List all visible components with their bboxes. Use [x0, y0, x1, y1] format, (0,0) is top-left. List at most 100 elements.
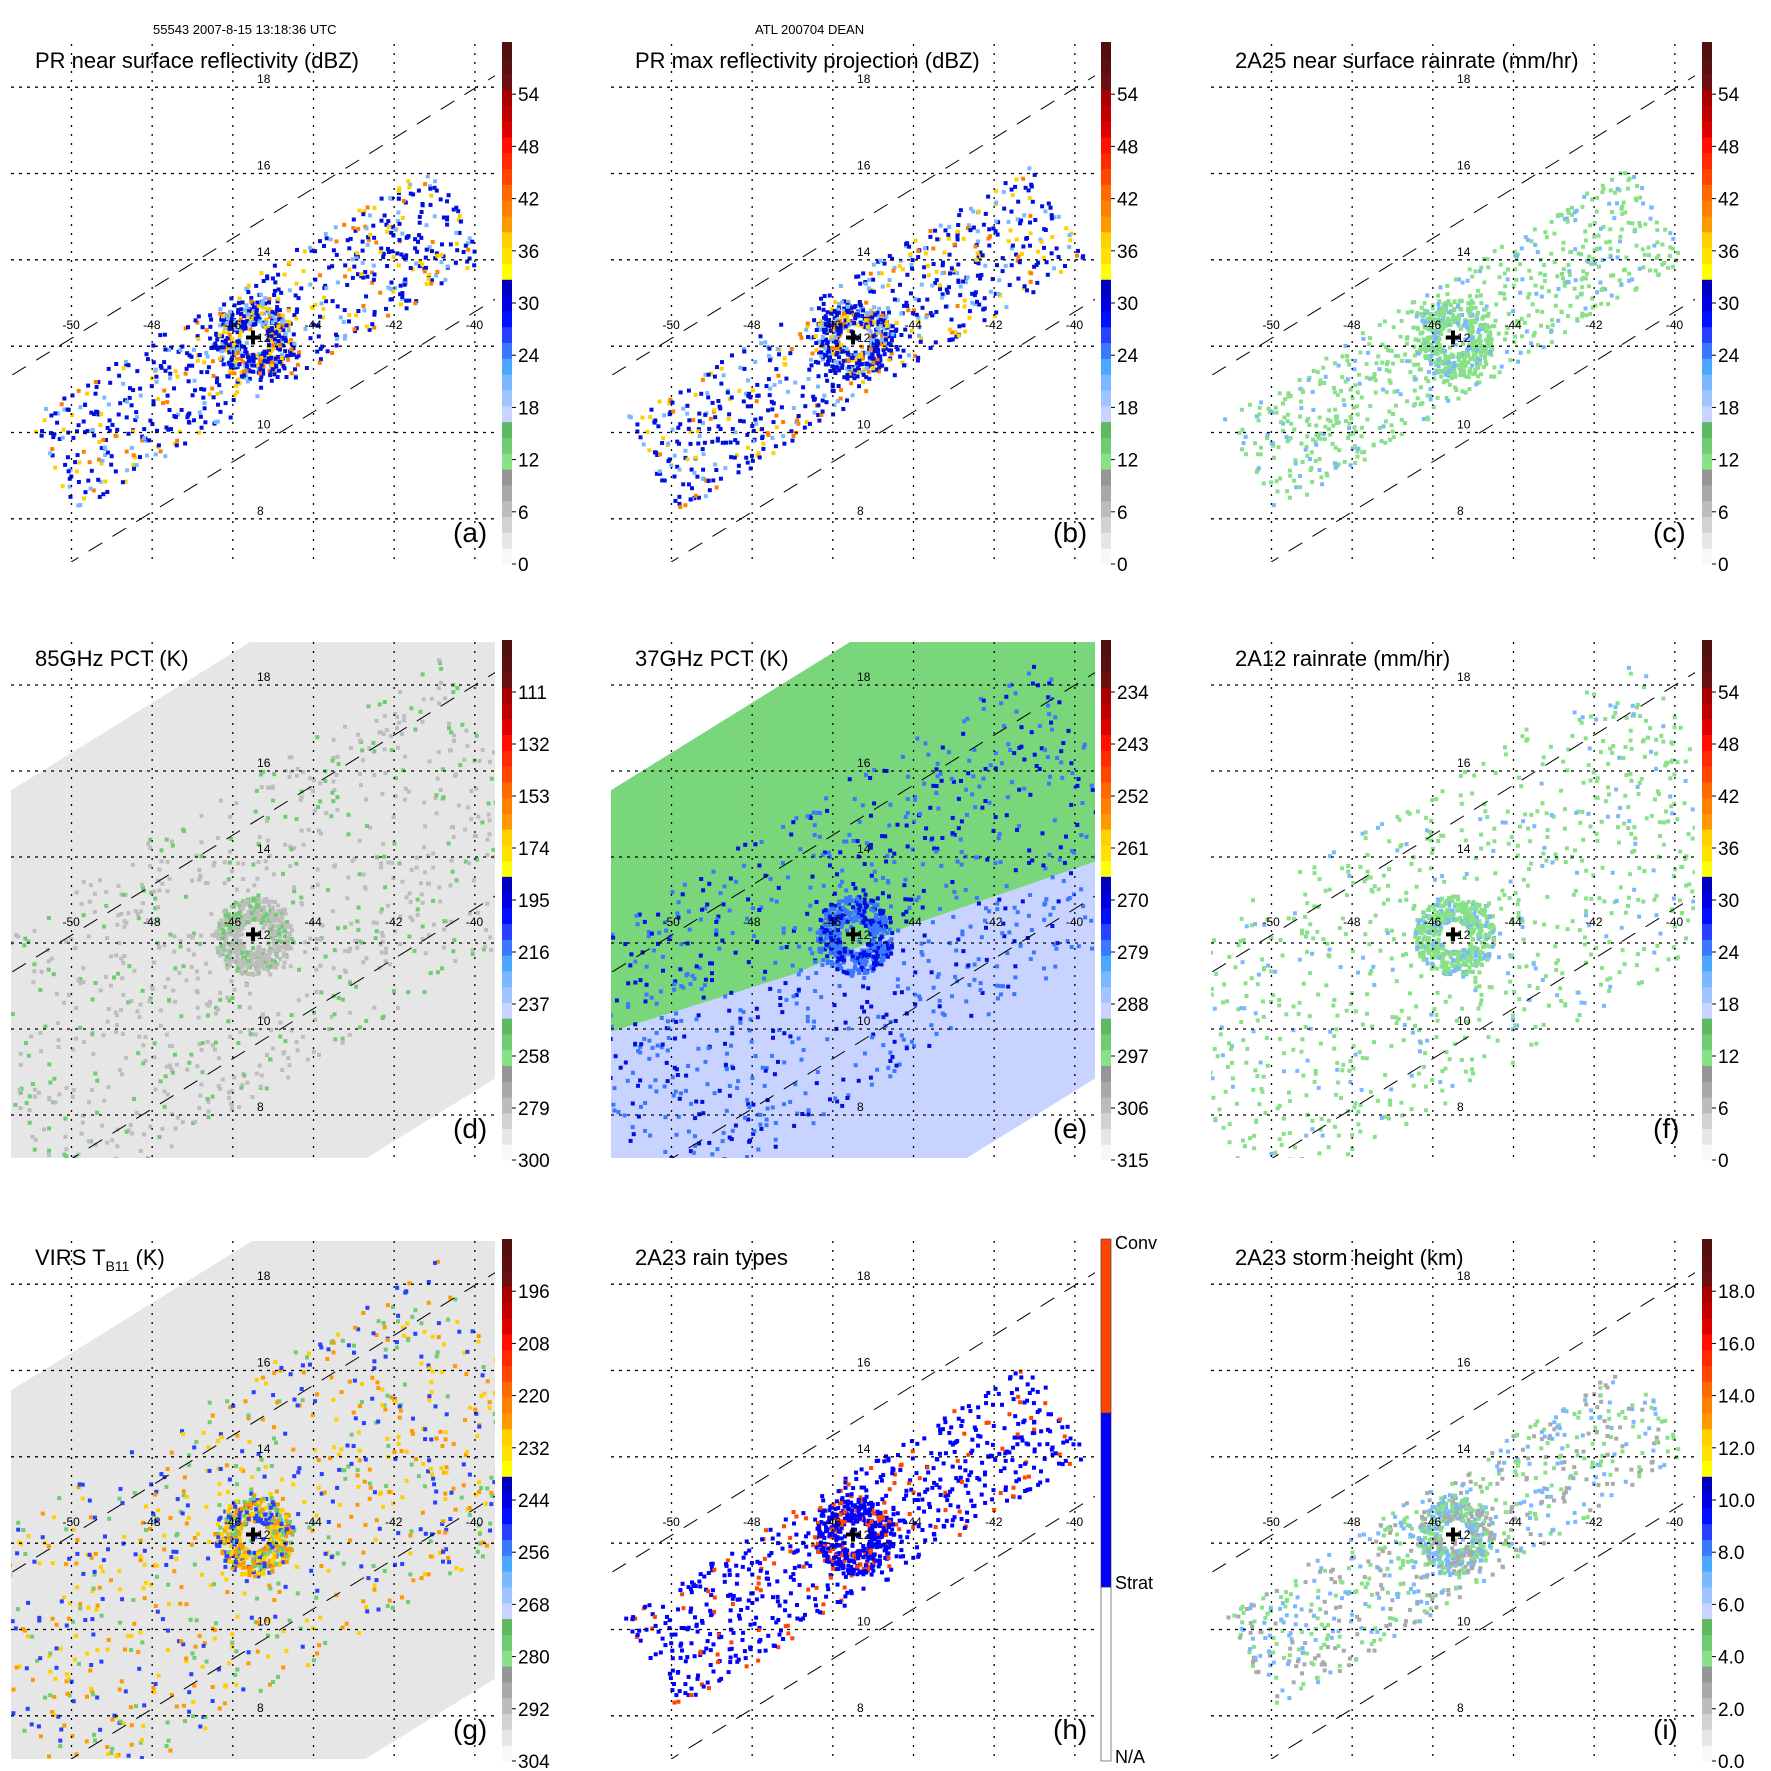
data-cell [1638, 224, 1643, 229]
data-cell [1465, 325, 1470, 330]
data-cell [283, 338, 288, 343]
data-cell [273, 900, 277, 905]
data-cell [260, 322, 265, 327]
data-cell [197, 430, 202, 435]
data-cell [944, 287, 949, 292]
data-cell [675, 464, 680, 469]
data-cell [798, 332, 803, 337]
data-cell [863, 281, 868, 286]
data-cell [1304, 444, 1309, 449]
data-cell [1345, 354, 1350, 358]
data-cell [267, 300, 271, 305]
data-cell [264, 866, 269, 871]
data-cell [254, 967, 259, 972]
data-cell [925, 263, 930, 268]
data-cell [273, 356, 278, 361]
data-cell [976, 255, 981, 260]
data-cell [1469, 335, 1474, 340]
data-cell [1443, 358, 1447, 363]
data-cell [256, 899, 261, 904]
data-cell [834, 313, 839, 318]
data-cell [236, 950, 241, 955]
data-cell [452, 733, 457, 738]
data-cell [269, 328, 274, 333]
data-cell [1471, 353, 1476, 358]
data-cell [568, 896, 572, 900]
data-cell [435, 269, 440, 274]
data-cell [1559, 213, 1564, 218]
data-cell [270, 360, 275, 365]
data-cell [497, 900, 501, 904]
data-cell [894, 327, 899, 332]
data-cell [978, 276, 983, 281]
panel-title: PR near surface reflectivity (dBZ) [35, 48, 359, 73]
data-cell [758, 416, 763, 421]
colorbar-tick-label: 48 [1718, 137, 1739, 158]
data-cell [1485, 313, 1490, 318]
data-cell [1648, 268, 1652, 273]
data-cell [1502, 271, 1507, 276]
data-cell [1615, 186, 1620, 191]
data-cell [451, 690, 456, 695]
data-cell [767, 358, 772, 363]
data-cell [1474, 382, 1479, 387]
data-cell [386, 224, 391, 229]
data-cell [1446, 398, 1451, 403]
data-cell [283, 332, 288, 337]
data-cell [1470, 274, 1475, 279]
data-cell [906, 353, 911, 358]
data-cell [216, 926, 221, 931]
data-cell [705, 391, 710, 396]
data-cell [347, 319, 351, 324]
data-cell [735, 440, 740, 445]
data-cell [667, 412, 672, 417]
data-cell [199, 425, 204, 430]
data-cell [753, 360, 758, 364]
data-cell [97, 1164, 101, 1168]
data-cell [916, 298, 921, 303]
data-cell [300, 902, 305, 907]
data-cell [751, 439, 756, 444]
data-cell [1579, 291, 1584, 296]
data-cell [1432, 332, 1437, 337]
data-cell [1081, 254, 1086, 259]
data-cell [1052, 266, 1056, 271]
data-cell [1292, 478, 1297, 483]
data-cell [260, 948, 265, 953]
lon-tick-label: -46 [824, 318, 842, 332]
data-cell [807, 367, 812, 372]
data-cell [315, 867, 320, 872]
data-cell [1446, 322, 1450, 327]
data-cell [816, 340, 821, 345]
data-cell [466, 805, 471, 810]
data-cell [50, 453, 55, 458]
data-cell [228, 415, 233, 420]
data-cell [843, 318, 848, 323]
data-cell [1608, 246, 1613, 251]
data-cell [1595, 247, 1599, 251]
data-cell [1455, 321, 1460, 326]
data-cell [1335, 392, 1340, 397]
data-cell [324, 236, 329, 241]
colorbar-tick-label: 0 [518, 555, 529, 576]
data-cell [294, 355, 299, 360]
data-cell [260, 1015, 264, 1019]
data-cell [202, 401, 207, 406]
data-cell [370, 322, 375, 327]
data-cell [381, 842, 386, 846]
data-cell [27, 1094, 32, 1099]
data-cell [881, 348, 886, 353]
data-cell [814, 348, 819, 353]
data-cell [1466, 375, 1471, 379]
data-cell [271, 1046, 276, 1051]
data-cell [978, 250, 983, 255]
data-cell [301, 842, 306, 847]
data-cell [1540, 309, 1545, 314]
data-cell [1068, 238, 1073, 243]
data-cell [1399, 417, 1404, 422]
data-cell [994, 200, 999, 205]
data-cell [1399, 319, 1404, 323]
data-cell [1475, 310, 1480, 315]
data-cell [874, 339, 879, 344]
